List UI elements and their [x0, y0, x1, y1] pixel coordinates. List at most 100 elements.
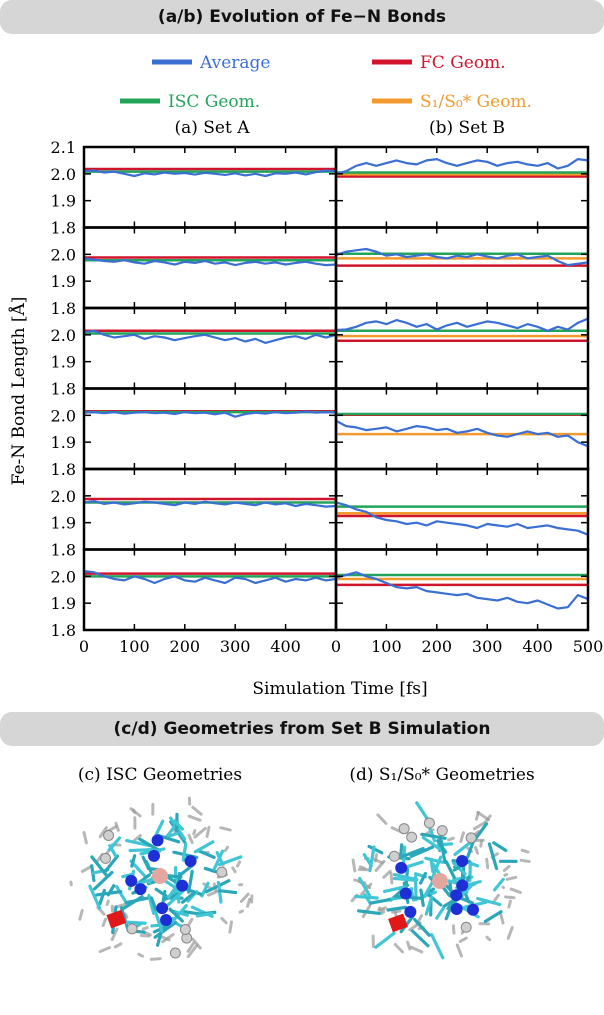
- x-axis-label: Simulation Time [fs]: [252, 679, 427, 699]
- hydrogen-bundle: [478, 812, 489, 819]
- hydrogen-bundle: [384, 871, 390, 877]
- set-b-row-2: [336, 228, 588, 309]
- hydrogen-bundle: [508, 928, 512, 939]
- y-tick-label: 1.9: [51, 433, 76, 452]
- y-tick-label: 2.0: [51, 245, 76, 264]
- hydrogen-bundle: [411, 947, 422, 952]
- panel-b-label: (b) Set B: [429, 118, 505, 138]
- hydrogen-atom: [424, 818, 434, 828]
- x-tick-label: 0: [331, 637, 341, 656]
- set-a-row-1: 2.12.01.91.8: [51, 138, 336, 238]
- hydrogen-atom: [217, 867, 227, 877]
- geometry-panels: (c) ISC Geometries (d) S₁/S₀* Geometries: [78, 765, 535, 785]
- set-b-row-2-average-line: [336, 249, 588, 265]
- hydrogen-bundle: [103, 919, 105, 925]
- hydrogen-bundle: [509, 901, 511, 907]
- nitrogen-atom: [404, 906, 416, 918]
- carbon-bond: [376, 933, 394, 947]
- carbon-bond: [123, 922, 145, 923]
- hydrogen-atom: [180, 925, 190, 935]
- hydrogen-bundle: [115, 944, 121, 947]
- carbon-bond: [152, 925, 163, 926]
- carbon-bond: [494, 843, 506, 851]
- legend-label-average: Average: [199, 53, 270, 73]
- hydrogen-bundle: [476, 848, 478, 854]
- hydrogen-atom: [101, 853, 111, 863]
- set-a-row-2-frame: [84, 228, 336, 309]
- nitrogen-atom: [450, 889, 462, 901]
- nitrogen-atom: [185, 855, 197, 867]
- hydrogen-bundle: [449, 838, 454, 840]
- hydrogen-bundle: [222, 918, 226, 922]
- hydrogen-bundle: [408, 942, 410, 949]
- carbon-bond: [97, 892, 121, 895]
- hydrogen-atom: [104, 830, 114, 840]
- y-tick-label: 2.0: [51, 487, 76, 506]
- set-b-row-6-frame: [336, 550, 588, 631]
- set-b-row-1: [336, 147, 588, 228]
- hydrogen-bundle: [151, 959, 160, 960]
- hydrogen-bundle: [391, 873, 392, 883]
- hydrogen-bundle: [522, 850, 528, 852]
- y-tick-label: 2.0: [51, 326, 76, 345]
- legend: Average FC Geom.ISC Geom. S₁/S₀* Geom.: [120, 53, 532, 112]
- y-tick-label: 1.8: [51, 380, 76, 399]
- hydrogen-bundle: [378, 815, 386, 823]
- set-b-row-2-frame: [336, 228, 588, 309]
- x-tick-label: 300: [220, 637, 251, 656]
- y-tick-label: 1.8: [51, 621, 76, 640]
- hydrogen-bundle: [221, 828, 230, 830]
- hydrogen-bundle: [195, 828, 205, 837]
- hydrogen-bundle: [237, 862, 239, 866]
- set-b-row-6-average-line: [336, 572, 588, 608]
- hydrogen-atom: [170, 948, 180, 958]
- carbon-bond: [127, 898, 148, 903]
- hydrogen-bundle: [241, 894, 248, 901]
- set-a-row-2: 2.01.91.8: [51, 228, 336, 319]
- section-cd-title-banner: (c/d) Geometries from Set B Simulation: [0, 712, 604, 746]
- set-a-row-4: 2.01.91.8: [51, 389, 336, 480]
- hydrogen-bundle: [143, 928, 147, 929]
- nitrogen-atom: [148, 850, 160, 862]
- hydrogen-bundle: [521, 860, 529, 861]
- x-tick-label: 200: [422, 637, 453, 656]
- hydrogen-bundle: [194, 831, 195, 834]
- y-tick-label: 1.8: [51, 299, 76, 318]
- hydrogen-bundle: [84, 832, 86, 842]
- carbon-bond: [401, 845, 402, 856]
- hydrogen-bundle: [233, 868, 235, 872]
- set-b-row-1-frame: [336, 147, 588, 228]
- y-tick-label: 1.9: [51, 353, 76, 372]
- nitrogen-atom: [400, 888, 412, 900]
- carbon-bond: [371, 900, 389, 903]
- carbon-bond: [156, 821, 163, 834]
- set-a-row-4-frame: [84, 389, 336, 470]
- hydrogen-atom: [399, 824, 409, 834]
- hydrogen-bundle: [353, 860, 355, 871]
- plot-area: 2.12.01.91.8 2.0 1.9 1.8 2.0 1.9 1.8 2.0 1.9 1.8 2…: [51, 138, 604, 656]
- set-a-row-3: 2.0 1.9 1.8: [51, 308, 336, 399]
- hydrogen-bundle: [511, 889, 520, 892]
- x-tick-label: 100: [371, 637, 402, 656]
- hydrogen-bundle: [240, 911, 242, 912]
- y-tick-label: 1.9: [51, 514, 76, 533]
- oxygen-atom: [388, 914, 408, 933]
- carbon-bond: [195, 842, 212, 852]
- nitrogen-atom: [160, 914, 172, 926]
- set-b-row-5-frame: [336, 469, 588, 550]
- hydrogen-bundle: [457, 945, 461, 956]
- section-cd-title: (c/d) Geometries from Set B Simulation: [114, 719, 491, 739]
- carbon-bond: [100, 890, 104, 903]
- hydrogen-bundle: [461, 833, 464, 842]
- hydrogen-bundle: [504, 867, 509, 871]
- hydrogen-bundle: [116, 823, 118, 830]
- hydrogen-bundle: [501, 915, 503, 923]
- hydrogen-bundle: [189, 835, 192, 842]
- y-tick-label: 2.1: [51, 138, 76, 157]
- hydrogen-bundle: [225, 847, 227, 850]
- hydrogen-bundle: [193, 807, 201, 814]
- hydrogen-bundle: [360, 867, 364, 869]
- geometry-d-label: (d) S₁/S₀* Geometries: [349, 765, 534, 785]
- set-a-row-5: 2.01.91.8: [51, 469, 336, 560]
